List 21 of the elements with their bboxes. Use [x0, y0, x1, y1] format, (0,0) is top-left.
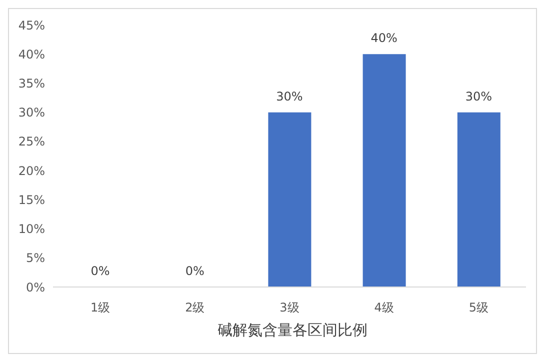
y-tick-label: 45% [18, 18, 45, 32]
y-tick-label: 25% [18, 134, 45, 149]
data-label: 0% [90, 264, 110, 278]
x-tick-label: 5级 [468, 300, 489, 315]
y-tick-label: 30% [18, 106, 45, 120]
x-tick-label: 4级 [374, 300, 394, 315]
data-label: 40% [370, 31, 398, 46]
y-tick-label: 5% [26, 251, 45, 266]
data-label: 30% [276, 89, 303, 104]
y-tick-label: 10% [18, 222, 45, 236]
data-label: 30% [465, 89, 492, 104]
x-tick-label: 1级 [90, 300, 110, 315]
y-tick-label: 20% [18, 164, 45, 178]
data-label: 0% [185, 264, 204, 278]
x-tick-label: 2级 [185, 300, 205, 315]
x-axis-title: 碱解氮含量各区间比例 [216, 321, 368, 340]
y-tick-label: 40% [18, 47, 45, 62]
y-tick-label: 0% [26, 280, 45, 294]
y-tick-label: 15% [18, 192, 45, 207]
x-tick-label: 3级 [280, 300, 300, 315]
y-tick-label: 35% [18, 76, 45, 90]
